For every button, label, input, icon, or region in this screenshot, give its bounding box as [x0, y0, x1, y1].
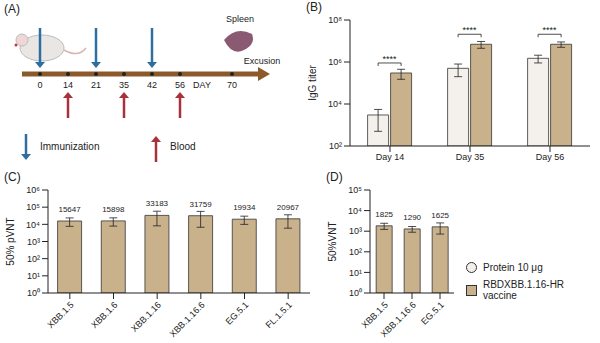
svg-text:****: ****	[383, 54, 398, 64]
svg-text:IgG titer: IgG titer	[307, 65, 318, 101]
svg-text:Day 14: Day 14	[376, 152, 405, 162]
svg-text:1825: 1825	[375, 210, 393, 219]
svg-text:50%VNT: 50%VNT	[327, 221, 338, 261]
svg-text:33183: 33183	[146, 199, 169, 208]
svg-text:10⁶: 10⁶	[26, 185, 40, 195]
svg-text:10³: 10³	[27, 237, 40, 247]
svg-text:FL.1.5.1: FL.1.5.1	[264, 300, 294, 330]
svg-text:XBB.1.6: XBB.1.6	[89, 300, 119, 330]
svg-text:0: 0	[37, 80, 42, 90]
svg-text:70: 70	[227, 80, 237, 90]
html-text:(C): (C)	[4, 170, 21, 184]
svg-text:35: 35	[119, 80, 129, 90]
svg-text:EG.5.1: EG.5.1	[224, 300, 251, 327]
svg-text:10³: 10³	[349, 226, 362, 236]
html-text:Protein 10 μg: Protein 10 μg	[483, 262, 543, 273]
svg-text:XBB.1.16: XBB.1.16	[129, 300, 163, 334]
svg-text:21: 21	[91, 80, 101, 90]
svg-text:10⁰: 10⁰	[27, 288, 40, 298]
svg-text:10¹: 10¹	[27, 271, 40, 281]
svg-text:XBB.1.5: XBB.1.5	[359, 299, 390, 331]
svg-text:10¹: 10¹	[349, 268, 362, 278]
svg-text:(A): (A)	[4, 2, 20, 16]
svg-text:****: ****	[463, 25, 478, 35]
svg-text:****: ****	[543, 25, 558, 35]
html-text:(D): (D)	[326, 170, 343, 184]
svg-text:Day 35: Day 35	[456, 152, 485, 162]
svg-text:42: 42	[147, 80, 157, 90]
svg-text:1625: 1625	[431, 211, 449, 220]
svg-text:10⁴: 10⁴	[348, 206, 362, 216]
svg-text:15898: 15898	[102, 205, 125, 214]
svg-text:10⁰: 10⁰	[349, 288, 362, 298]
svg-text:10²: 10²	[329, 141, 342, 151]
svg-text:XBB.1.16.6: XBB.1.16.6	[167, 300, 206, 339]
svg-text:Immunization: Immunization	[40, 141, 99, 152]
svg-text:14: 14	[63, 80, 73, 90]
svg-text:Day 56: Day 56	[536, 152, 565, 162]
svg-text:DAY: DAY	[193, 80, 211, 90]
svg-text:1290: 1290	[403, 213, 421, 222]
svg-text:50% pVNT: 50% pVNT	[5, 217, 16, 265]
svg-text:10²: 10²	[349, 247, 362, 257]
svg-text:15647: 15647	[58, 205, 81, 214]
svg-text:XBB.1.5: XBB.1.5	[45, 300, 75, 330]
svg-text:10⁴: 10⁴	[328, 99, 342, 109]
svg-text:10⁵: 10⁵	[26, 202, 40, 212]
svg-text:10²: 10²	[27, 254, 40, 264]
svg-text:56: 56	[175, 80, 185, 90]
svg-text:19934: 19934	[233, 203, 256, 212]
svg-text:10⁸: 10⁸	[328, 15, 342, 25]
svg-text:10⁴: 10⁴	[26, 220, 40, 230]
html-text:(B): (B)	[306, 0, 322, 14]
svg-text:20967: 20967	[277, 203, 300, 212]
svg-text:EG.5.1: EG.5.1	[419, 300, 446, 327]
svg-text:XBB.1.16.6: XBB.1.16.6	[379, 300, 418, 339]
svg-text:Spleen: Spleen	[226, 14, 254, 24]
svg-text:31759: 31759	[189, 200, 212, 209]
svg-text:Blood: Blood	[170, 141, 196, 152]
svg-text:Excusion: Excusion	[244, 56, 281, 66]
html-text:RBDXBB.1.16-HR vaccine: RBDXBB.1.16-HR vaccine	[482, 279, 565, 301]
svg-text:10⁶: 10⁶	[328, 57, 342, 67]
svg-text:10⁵: 10⁵	[348, 185, 362, 195]
